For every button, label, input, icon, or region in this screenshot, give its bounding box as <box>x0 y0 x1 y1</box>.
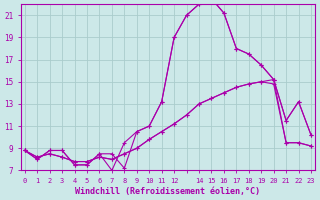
X-axis label: Windchill (Refroidissement éolien,°C): Windchill (Refroidissement éolien,°C) <box>76 187 260 196</box>
